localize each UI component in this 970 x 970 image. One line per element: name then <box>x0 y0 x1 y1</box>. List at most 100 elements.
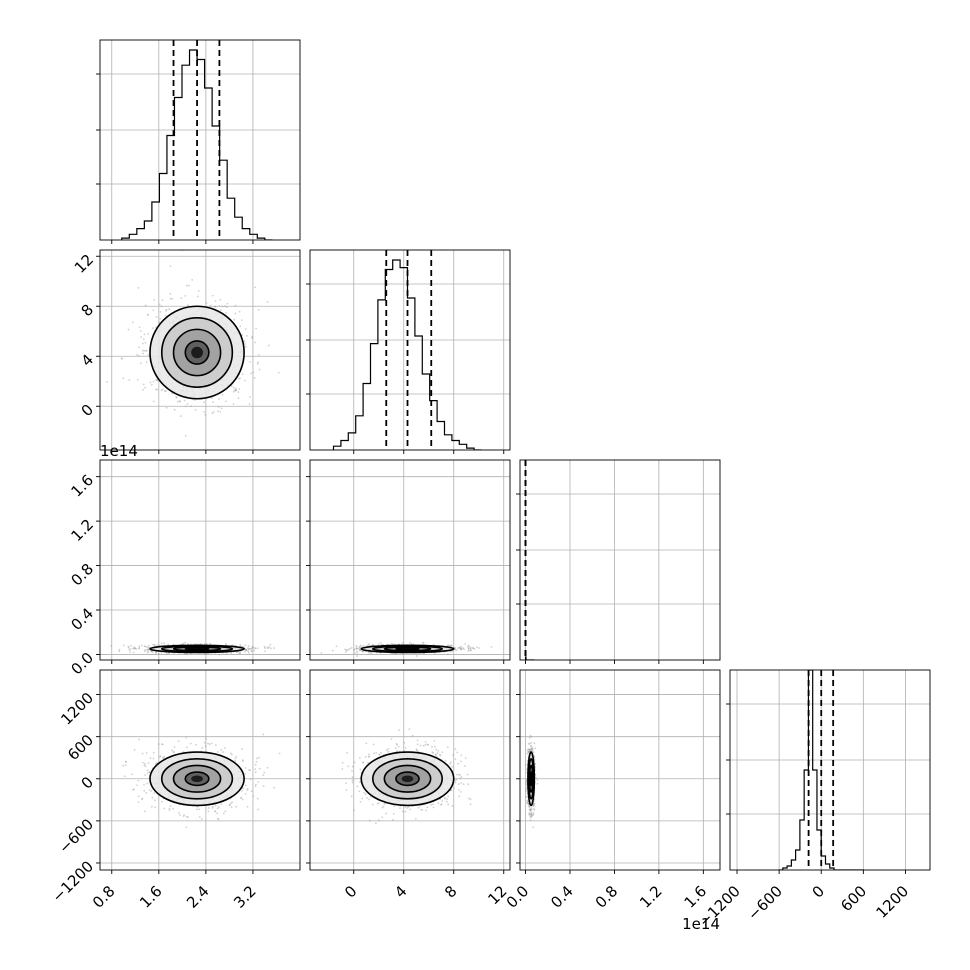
scatter-point <box>172 807 175 810</box>
scatter-point <box>359 649 362 652</box>
scatter-point <box>529 808 532 811</box>
scatter-point <box>219 298 222 301</box>
contour-line <box>184 771 210 787</box>
scatter-point <box>225 312 227 314</box>
scatter-point <box>147 646 150 649</box>
scatter-point <box>356 651 359 654</box>
scatter-point <box>254 341 257 344</box>
scatter-point <box>460 760 462 763</box>
scatter-point <box>185 815 188 818</box>
scatter-point <box>201 747 203 749</box>
scatter-point <box>244 648 247 651</box>
scatter-point <box>460 782 463 784</box>
scatter-point <box>143 349 146 352</box>
scatter-point <box>251 337 253 340</box>
scatter-point <box>394 747 397 750</box>
scatter-point <box>533 808 536 811</box>
scatter-point <box>250 650 253 653</box>
scatter-point <box>182 815 185 818</box>
scatter-point <box>144 349 147 352</box>
scatter-point <box>262 774 265 777</box>
scatter-point <box>449 763 451 765</box>
scatter-point <box>191 279 194 281</box>
scatter-point <box>222 751 225 753</box>
scatter-point <box>401 810 404 813</box>
scatter-point <box>141 761 144 764</box>
scatter-point <box>392 812 395 815</box>
scatter-point <box>346 751 348 754</box>
scatter-point <box>243 340 246 343</box>
scatter-point <box>452 753 454 756</box>
scatter-point <box>217 406 220 408</box>
scatter-point <box>183 653 186 655</box>
scatter-point <box>440 803 443 806</box>
y-tick-label: 0 <box>78 773 97 792</box>
scatter-point <box>212 411 215 413</box>
scatter-point <box>406 807 409 809</box>
scatter-point <box>467 646 469 649</box>
scatter-point <box>262 785 265 787</box>
scatter-point <box>256 797 259 800</box>
scatter-point <box>254 783 257 786</box>
scatter-point <box>142 352 145 355</box>
scatter-point <box>244 343 246 345</box>
scatter-point <box>351 779 354 782</box>
scatter-point <box>420 808 423 811</box>
contour-line <box>172 764 222 793</box>
scatter-point <box>224 400 227 403</box>
scatter-point <box>173 746 176 748</box>
scatter-point <box>203 401 205 404</box>
scatter-point <box>185 736 188 739</box>
scatter-point <box>443 796 446 799</box>
scatter-point <box>437 802 440 805</box>
histogram-frame <box>99 39 301 241</box>
scatter-point <box>258 368 261 371</box>
scatter-point <box>149 757 152 760</box>
scatter-point <box>457 647 459 650</box>
x-tick-label: 4 <box>391 882 410 901</box>
scatter-point <box>368 798 371 801</box>
scatter-point <box>469 649 472 652</box>
scatter-point <box>351 776 354 778</box>
scatter-point <box>381 806 384 809</box>
scatter-point <box>187 304 190 307</box>
scatter-point <box>454 647 457 649</box>
scatter-point <box>217 751 219 753</box>
scatter-point <box>415 748 418 751</box>
scatter-point <box>152 643 155 646</box>
scatter-point <box>444 759 447 762</box>
scatter-point <box>268 645 271 648</box>
scatter-point <box>451 765 454 768</box>
scatter-point <box>478 647 480 649</box>
scatter-point <box>472 646 474 649</box>
scatter-point <box>129 651 132 653</box>
scatter-point <box>127 645 130 648</box>
scatter-point <box>335 645 338 648</box>
scatter-point <box>153 298 155 301</box>
scatter-point <box>145 350 148 352</box>
scatter-point <box>393 652 396 655</box>
scatter-point <box>158 756 161 758</box>
scatter-point <box>256 363 259 365</box>
scatter-panel-0-3 <box>100 670 300 870</box>
scatter-point <box>408 641 411 644</box>
scatter-point <box>183 814 186 816</box>
scatter-point <box>171 749 174 752</box>
scatter-point <box>467 647 470 650</box>
scatter-point <box>164 314 167 317</box>
scatter-point <box>450 789 453 792</box>
scatter-point <box>331 649 334 652</box>
scatter-point <box>243 650 246 653</box>
scatter-point <box>145 792 148 794</box>
scatter-point <box>155 388 157 391</box>
scatter-point <box>232 403 235 405</box>
scatter-point <box>379 642 382 644</box>
scatter-point <box>196 295 199 298</box>
scatter-point <box>237 397 240 400</box>
scatter-point <box>240 319 243 322</box>
scatter-point <box>355 650 358 653</box>
scatter-point <box>141 349 144 352</box>
scatter-point <box>364 756 367 758</box>
scatter-point <box>457 762 460 765</box>
scatter-point <box>361 650 364 653</box>
